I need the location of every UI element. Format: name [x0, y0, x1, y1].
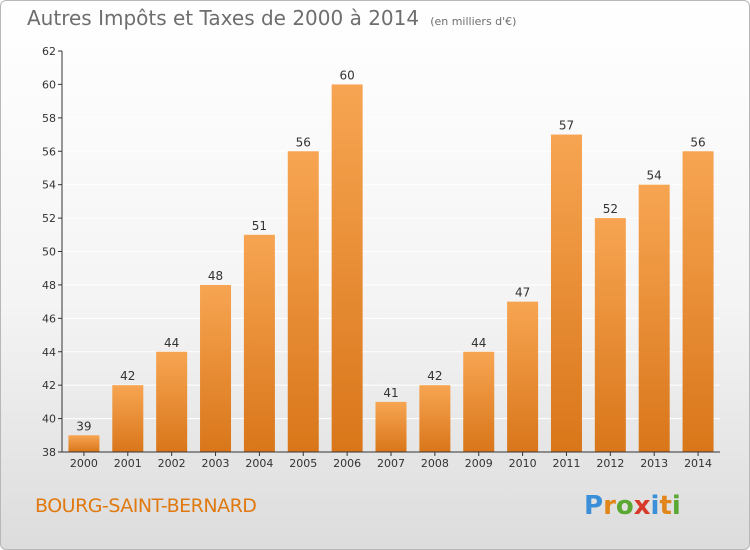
- bar: [243, 234, 275, 452]
- data-label: 56: [296, 135, 311, 149]
- data-label: 39: [76, 419, 91, 433]
- axes: [58, 50, 720, 456]
- x-tick-label: 2002: [158, 457, 186, 470]
- y-tick-label: 54: [42, 179, 56, 192]
- logo-letter: r: [603, 491, 616, 521]
- logo-letter: t: [659, 491, 672, 521]
- bar: [594, 218, 626, 452]
- y-tick-label: 60: [42, 78, 56, 91]
- bar: [68, 435, 100, 452]
- data-label: 44: [471, 336, 486, 350]
- x-tick-label: 2001: [114, 457, 142, 470]
- data-label: 54: [647, 169, 662, 183]
- y-tick-label: 40: [42, 413, 56, 426]
- bar: [419, 385, 451, 452]
- logo-letter: P: [584, 491, 604, 521]
- bar: [287, 151, 319, 452]
- x-tick-label: 2000: [70, 457, 98, 470]
- logo-letter: i: [650, 491, 660, 521]
- data-label: 44: [164, 336, 179, 350]
- bar: [638, 184, 670, 452]
- x-tick-label: 2008: [421, 457, 449, 470]
- bar: [112, 385, 144, 452]
- bar: [331, 84, 363, 453]
- data-label: 52: [603, 202, 618, 216]
- labels: 38 40 42 44 46 48 50 52 54 56 58 60 62 39 2000 42 2001 44…: [42, 45, 712, 470]
- y-tick-label: 62: [42, 45, 56, 58]
- y-tick-label: 44: [42, 346, 56, 359]
- x-tick-label: 2006: [333, 457, 361, 470]
- x-tick-label: 2009: [465, 457, 493, 470]
- data-label: 56: [690, 135, 705, 149]
- bar: [550, 134, 582, 452]
- data-label: 48: [208, 269, 223, 283]
- bar: [682, 151, 714, 452]
- data-label: 57: [559, 119, 574, 133]
- logo-letter: x: [633, 491, 651, 521]
- bar: [463, 351, 495, 452]
- chart-unit: (en milliers d'€): [430, 15, 517, 28]
- data-label: 41: [383, 386, 398, 400]
- chart-title-row: Autres Impôts et Taxes de 2000 à 2014 (e…: [27, 6, 516, 30]
- chart-title: Autres Impôts et Taxes de 2000 à 2014: [27, 6, 420, 30]
- x-tick-label: 2011: [552, 457, 580, 470]
- bars: [68, 84, 714, 453]
- x-tick-label: 2014: [684, 457, 712, 470]
- y-tick-label: 48: [42, 279, 56, 292]
- logo-letter: o: [615, 491, 634, 521]
- y-tick-label: 58: [42, 112, 56, 125]
- data-label: 51: [252, 219, 267, 233]
- x-tick-label: 2004: [245, 457, 273, 470]
- x-tick-label: 2007: [377, 457, 405, 470]
- x-tick-label: 2013: [640, 457, 668, 470]
- bar: [375, 401, 407, 452]
- logo-letter: i: [671, 491, 681, 521]
- data-label: 60: [339, 68, 354, 82]
- x-tick-label: 2012: [596, 457, 624, 470]
- x-tick-label: 2005: [289, 457, 317, 470]
- bar: [200, 284, 232, 452]
- x-tick-label: 2003: [202, 457, 230, 470]
- y-tick-label: 42: [42, 379, 56, 392]
- data-label: 47: [515, 286, 530, 300]
- data-label: 42: [427, 369, 442, 383]
- y-tick-label: 56: [42, 145, 56, 158]
- y-tick-label: 50: [42, 246, 56, 259]
- data-label: 42: [120, 369, 135, 383]
- x-tick-label: 2010: [509, 457, 537, 470]
- y-tick-label: 52: [42, 212, 56, 225]
- bar: [507, 301, 539, 452]
- commune-name: BOURG-SAINT-BERNARD: [35, 495, 257, 517]
- y-tick-label: 46: [42, 312, 56, 325]
- proxiti-logo: Proxiti: [584, 491, 681, 521]
- y-tick-label: 38: [42, 446, 56, 459]
- bar: [156, 351, 188, 452]
